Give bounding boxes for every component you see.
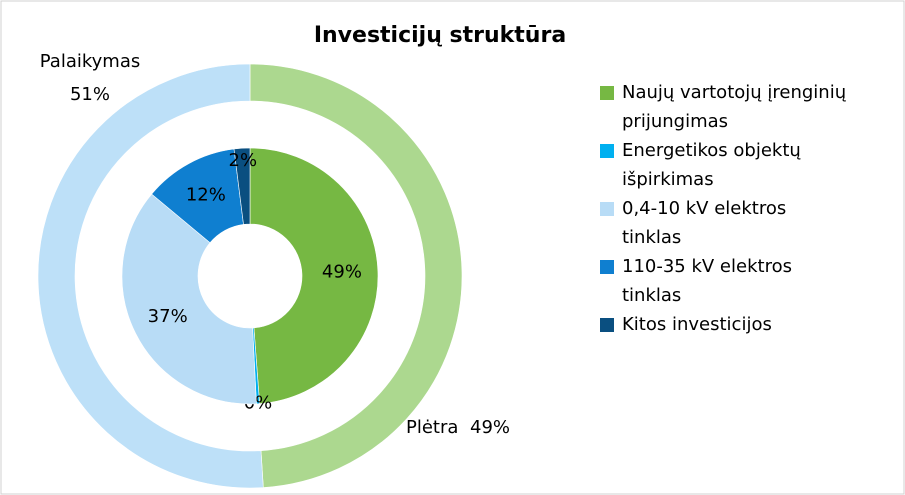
legend-item: Energetikos objektų išpirkimas	[600, 136, 850, 194]
data-label: 49%	[322, 262, 362, 283]
chart-title: Investicijų struktūra	[314, 23, 566, 48]
data-label: 37%	[148, 306, 188, 327]
legend-item: 110-35 kV elektros tinklas	[600, 252, 850, 310]
donut-slice	[233, 147, 251, 225]
outer-category-label: Plėtra	[406, 417, 458, 438]
legend-swatch	[600, 144, 614, 158]
legend-label: 110-35 kV elektros tinklas	[622, 256, 792, 306]
legend-label: Energetikos objektų išpirkimas	[622, 140, 801, 190]
outer-value-label: 51%	[70, 84, 110, 105]
outer-value-label: 49%	[470, 417, 510, 438]
donut-slice	[37, 63, 264, 489]
legend-item: 0,4-10 kV elektros tinklas	[600, 194, 850, 252]
legend-label: 0,4-10 kV elektros tinklas	[622, 198, 787, 248]
legend-item: Naujų vartotojų įrenginių prijungimas	[600, 78, 850, 136]
legend-swatch	[600, 86, 614, 100]
donut-slice	[249, 63, 463, 488]
data-label: 12%	[186, 184, 226, 205]
donut-slice	[121, 193, 257, 405]
donut-slice	[249, 147, 379, 404]
legend-swatch	[600, 318, 614, 332]
legend-label: Naujų vartotojų įrenginių prijungimas	[622, 82, 847, 132]
legend: Naujų vartotojų įrenginių prijungimas Ene…	[600, 78, 850, 339]
legend-swatch	[600, 202, 614, 216]
legend-item: Kitos investicijos	[600, 310, 850, 339]
legend-label: Kitos investicijos	[622, 314, 772, 335]
data-label: 2%	[229, 150, 258, 171]
outer-category-label: Palaikymas	[40, 51, 141, 72]
legend-swatch	[600, 260, 614, 274]
